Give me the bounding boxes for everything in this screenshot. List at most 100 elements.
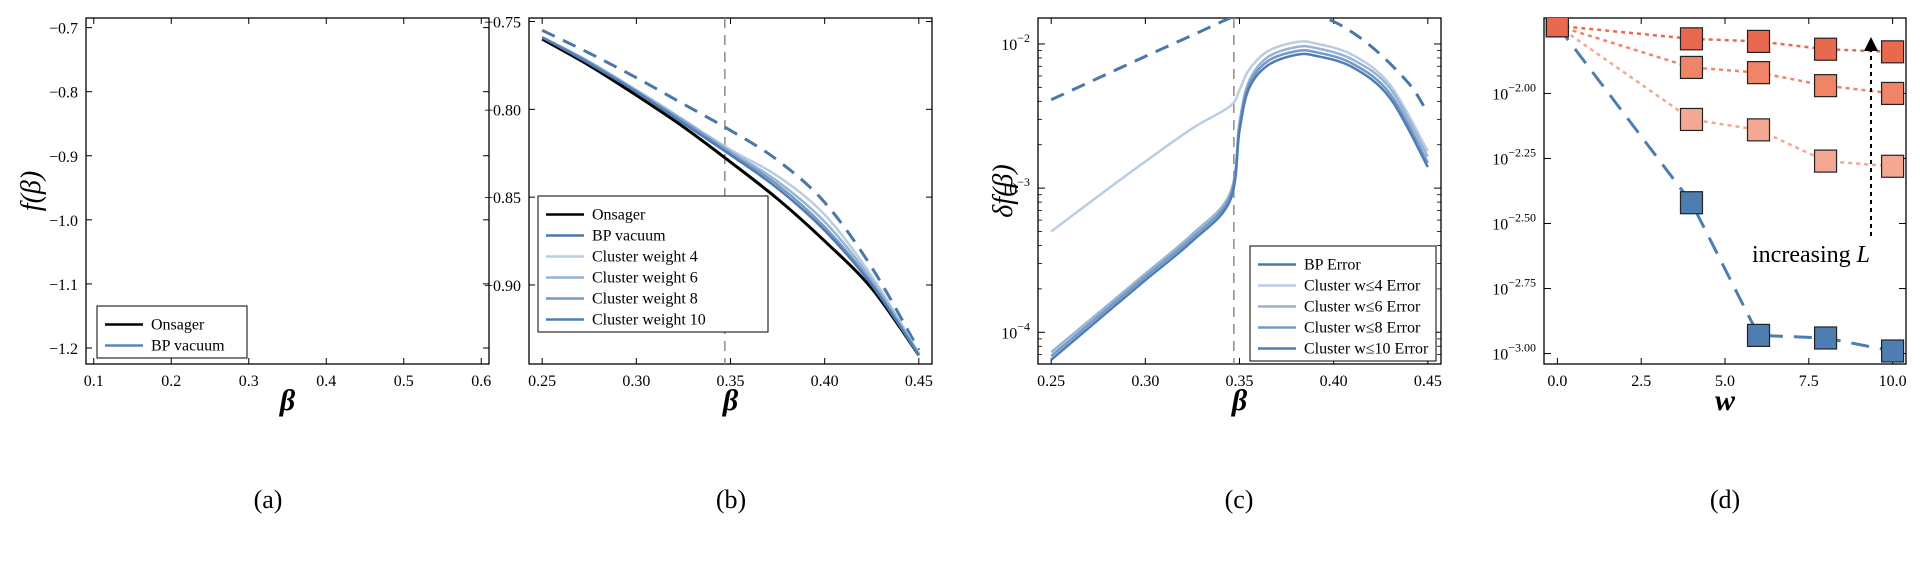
series-line-cluster-w-6-error [1050,44,1429,354]
series-group [1050,18,1430,361]
x-axis-label: w [1715,384,1736,417]
panel-caption: (a) [254,485,283,514]
y-tick-label: −0.85 [484,190,521,207]
data-point-l4 [1880,40,1905,64]
y-tick-label: 10−4 [1001,319,1030,342]
plot-frame [1543,17,1907,365]
data-point-l3 [1679,55,1704,80]
legend-label: BP vacuum [151,338,225,355]
y-tick-exponent: −2.00 [1508,80,1536,94]
y-tick-base: 10 [1492,217,1508,234]
x-tick-label: 2.5 [1631,373,1651,390]
legend-label: BP Error [1304,257,1361,274]
x-tick-label: 0.25 [1037,373,1065,390]
x-tick-label: 0.0 [1547,373,1567,390]
series-line-cluster-weight-10 [541,36,920,356]
y-tick-exponent: −2.75 [1508,276,1536,290]
series-line-l4 [1557,24,1893,54]
y-tick-label: 10−3.00 [1492,341,1536,364]
x-tick-label: 0.6 [471,373,491,390]
y-tick-label: 10−3 [1001,175,1030,198]
data-point-l4 [1813,37,1838,61]
series-line-bp-vacuum [541,28,921,351]
y-tick-exponent: −4 [1017,319,1030,333]
y-tick-base: 10 [1492,151,1508,168]
data-point-l3 [1880,81,1905,106]
y-tick-label: −1.1 [49,277,78,294]
y-tick-exponent: −2.50 [1508,211,1536,225]
series-line-bp-error [1050,18,1430,115]
x-axis-label: β [1231,384,1248,417]
legend-box [96,305,248,359]
y-axis-label: f(β) [16,171,47,211]
x-tick-label: 0.3 [239,373,259,390]
legend-label: Onsager [592,207,646,224]
data-point-l1 [1813,326,1838,350]
legend-label: Cluster weight 4 [592,249,698,266]
data-point-l4 [1545,18,1570,38]
y-axis-label: δf(β) [988,164,1019,217]
series-group [1545,18,1905,363]
y-tick-base: 10 [1492,86,1508,103]
panel-b: 0.25 0.30 0.35 0.40 0.45 −0.75 −0.80 −0.85 −0.90… [484,15,933,514]
x-tick-label: 0.4 [316,373,336,390]
panel-c: 0.25 0.30 0.35 0.40 0.4510−210−310−4βδf(β)(c… [988,17,1442,514]
x-tick-label: 10.0 [1879,373,1907,390]
data-point-l1 [1880,339,1905,363]
y-tick-label: 10−2.75 [1492,276,1536,299]
x-tick-label: 0.30 [622,373,650,390]
legend-box [537,195,769,333]
y-tick-exponent: −3 [1017,175,1030,189]
panel-caption: (c) [1225,485,1254,514]
y-tick-label: −1.0 [49,213,78,230]
x-axis-label: β [722,384,739,417]
data-point-l2 [1880,154,1905,178]
legend-label: Cluster w≤8 Error [1304,320,1421,337]
series-line-cluster-w-8-error [1050,49,1429,358]
y-tick-label: 10−2 [1001,31,1030,54]
x-tick-label: 0.45 [1414,373,1442,390]
annotation-label: increasing L [1752,242,1870,268]
series-line-cluster-w-4-error [1050,40,1429,233]
legend-label: Cluster w≤6 Error [1304,299,1421,316]
x-tick-label: 0.40 [1320,373,1348,390]
y-tick-label: −0.9 [49,149,78,166]
series-group [541,28,921,357]
panel-caption: (d) [1710,485,1740,514]
y-tick-label: 10−2.00 [1492,80,1536,103]
x-tick-label: 0.2 [161,373,181,390]
panel-d: 0.0 2.5 5.0 7.5 10.010−2.0010−2.2510−2.5010−… [1492,17,1907,514]
y-tick-exponent: −3.00 [1508,341,1536,355]
y-tick-exponent: −2.25 [1508,145,1536,159]
data-point-l4 [1679,27,1704,51]
plot-frame [85,17,490,365]
series-line-onsager [541,37,921,357]
series-line-l1 [1556,24,1893,353]
y-tick-base: 10 [1001,325,1017,342]
data-point-l1 [1679,191,1704,215]
legend-label: Cluster weight 6 [592,270,698,287]
x-tick-label: 0.25 [528,373,556,390]
panel-a: 0.1 0.2 0.3 0.4 0.5 0.6 −0.7 −0.8 −0.9 −1.0 −1.1 −1… [16,17,491,514]
data-point-l2 [1813,149,1838,173]
data-point-l4 [1746,29,1771,54]
y-tick-base: 10 [1001,181,1017,198]
x-tick-label: 0.30 [1131,373,1159,390]
y-tick-label: 10−2.50 [1492,211,1536,234]
y-tick-label: −0.7 [49,21,78,38]
series-line-cluster-w-10-error [1050,52,1429,361]
y-tick-label: −0.8 [49,85,78,102]
x-tick-label: 0.45 [905,373,933,390]
y-tick-label: −1.2 [49,341,78,358]
x-tick-label: 0.35 [717,373,745,390]
y-tick-exponent: −2 [1017,31,1030,45]
legend-label: Onsager [151,317,205,334]
annotation-symbol: L [1856,242,1870,268]
x-tick-label: 5.0 [1715,373,1735,390]
y-tick-label: −0.90 [484,278,521,295]
y-tick-label: −0.80 [484,102,521,119]
x-tick-label: 0.40 [811,373,839,390]
data-point-l1 [1746,323,1771,347]
data-point-l2 [1746,118,1771,142]
